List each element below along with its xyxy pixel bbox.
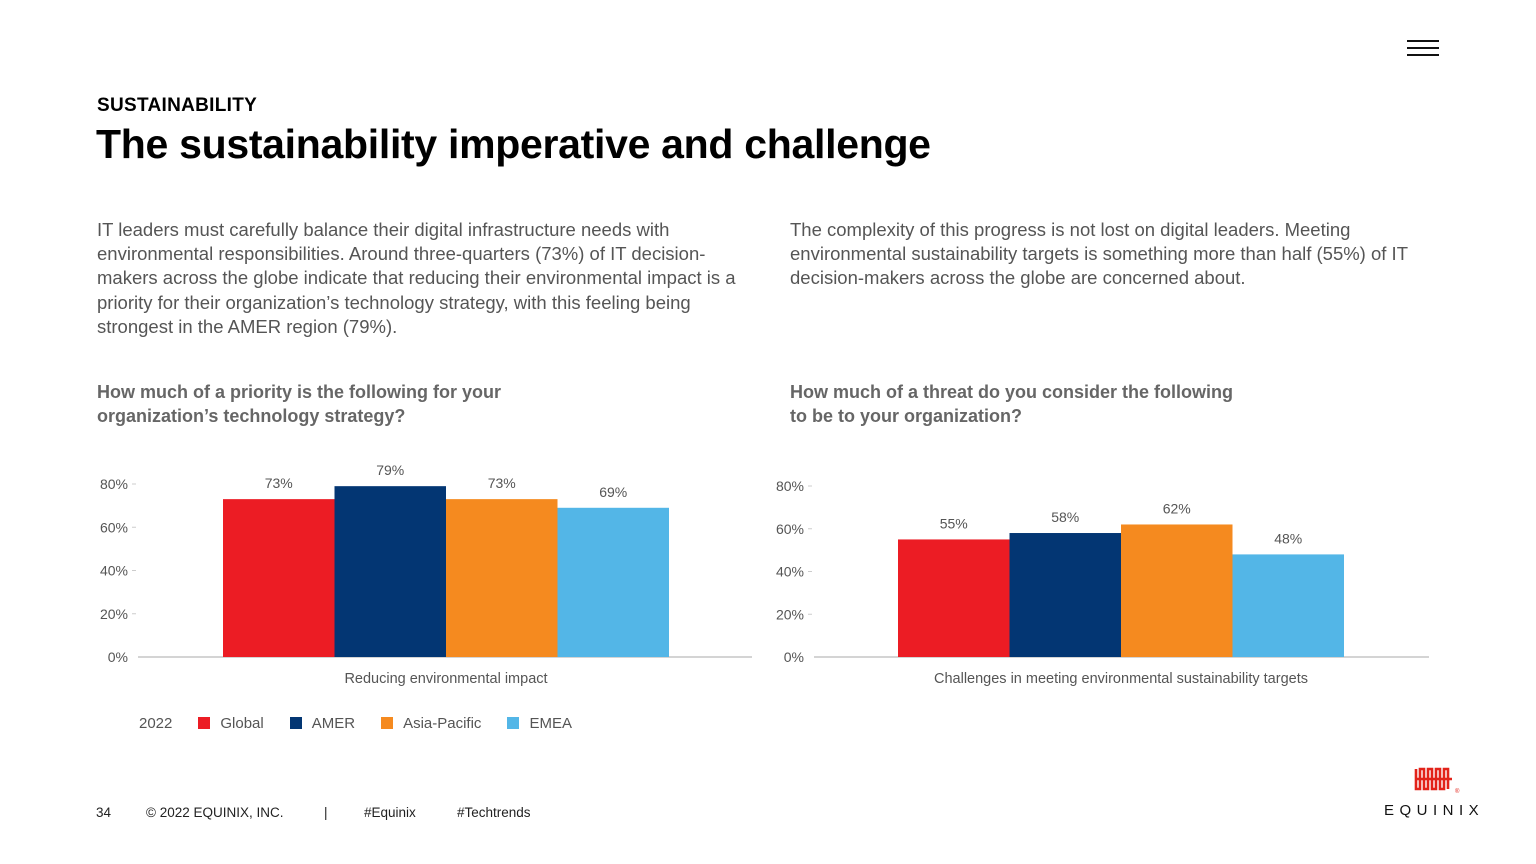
legend-year: 2022 bbox=[139, 714, 173, 732]
chart-question-left: How much of a priority is the following … bbox=[97, 382, 502, 426]
y-tick-label: 40% bbox=[776, 564, 804, 580]
x-category-label: Challenges in meeting environmental sust… bbox=[934, 671, 1308, 687]
equinix-logo-icon[interactable]: ® bbox=[1384, 766, 1494, 826]
bar-global bbox=[898, 539, 1010, 657]
copyright: © 2022 EQUINIX, INC. bbox=[146, 805, 284, 820]
data-label-emea: 48% bbox=[1274, 530, 1302, 546]
bar-emea bbox=[1232, 554, 1344, 657]
intro-paragraph-right: The complexity of this progress is not l… bbox=[790, 219, 1408, 289]
data-label-global: 73% bbox=[265, 475, 293, 491]
priority-bar-chart: 0% 20% 40% 60% 80% 73% 79% 73% 69% Reducing envir… bbox=[100, 462, 752, 687]
footer-separator: | bbox=[324, 805, 328, 820]
data-label-asia-pacific: 62% bbox=[1163, 500, 1191, 516]
logo-registered: ® bbox=[1455, 788, 1460, 795]
hashtag-techtrends[interactable]: #Techtrends bbox=[457, 805, 531, 820]
legend-label-emea: EMEA bbox=[529, 714, 572, 732]
bar-asia-pacific bbox=[446, 499, 558, 657]
legend-swatch-emea bbox=[507, 717, 520, 729]
section-kicker: SUSTAINABILITY bbox=[97, 95, 258, 116]
y-tick-label: 20% bbox=[776, 606, 804, 622]
threat-bar-chart: 0% 20% 40% 60% 80% 55% 58% 62% 48% Challenges in … bbox=[776, 478, 1429, 687]
bar-asia-pacific bbox=[1121, 524, 1233, 657]
y-tick-label: 0% bbox=[108, 649, 128, 665]
legend-swatch-global bbox=[198, 717, 211, 729]
bar-global bbox=[223, 499, 335, 657]
hamburger-menu-icon[interactable] bbox=[1407, 40, 1441, 58]
y-tick-label: 60% bbox=[776, 521, 804, 537]
legend-item-global: Global bbox=[198, 714, 264, 732]
data-label-amer: 79% bbox=[376, 462, 404, 478]
legend-label-global: Global bbox=[220, 714, 264, 732]
legend-item-amer: AMER bbox=[289, 714, 356, 732]
y-tick-label: 80% bbox=[100, 476, 128, 492]
legend-item-emea: EMEA bbox=[507, 715, 572, 732]
intro-paragraph-left: IT leaders must carefully balance their … bbox=[97, 219, 736, 337]
data-label-asia-pacific: 73% bbox=[488, 475, 516, 491]
y-tick-label: 60% bbox=[100, 519, 128, 535]
logo-wordmark: EQUINIX bbox=[1384, 802, 1485, 819]
legend-label-asia-pacific: Asia-Pacific bbox=[403, 714, 482, 732]
y-tick-label: 0% bbox=[784, 649, 804, 665]
chart-question-right: How much of a threat do you consider the… bbox=[790, 382, 1234, 426]
y-tick-label: 20% bbox=[100, 606, 128, 622]
data-label-amer: 58% bbox=[1051, 509, 1079, 525]
data-label-global: 55% bbox=[940, 515, 968, 531]
bar-amer bbox=[334, 486, 446, 657]
legend-swatch-amer bbox=[289, 717, 302, 729]
bar-emea bbox=[557, 507, 669, 657]
hashtag-equinix[interactable]: #Equinix bbox=[364, 805, 416, 820]
bar-amer bbox=[1009, 533, 1121, 657]
data-label-emea: 69% bbox=[599, 484, 627, 500]
y-tick-label: 80% bbox=[776, 478, 804, 494]
y-tick-label: 40% bbox=[100, 563, 128, 579]
footer: 34 © 2022 EQUINIX, INC. | #Equinix #Tech… bbox=[96, 805, 531, 820]
page-number: 34 bbox=[96, 805, 112, 820]
legend-item-asia-pacific: Asia-Pacific bbox=[381, 715, 481, 732]
chart-legend: 2022 Global AMER Asia-Pacific EMEA bbox=[139, 713, 572, 733]
page-title: The sustainability imperative and challe… bbox=[96, 121, 931, 167]
x-category-label: Reducing environmental impact bbox=[344, 671, 547, 687]
legend-swatch-asia-pacific bbox=[381, 717, 394, 729]
legend-label-amer: AMER bbox=[311, 714, 356, 732]
